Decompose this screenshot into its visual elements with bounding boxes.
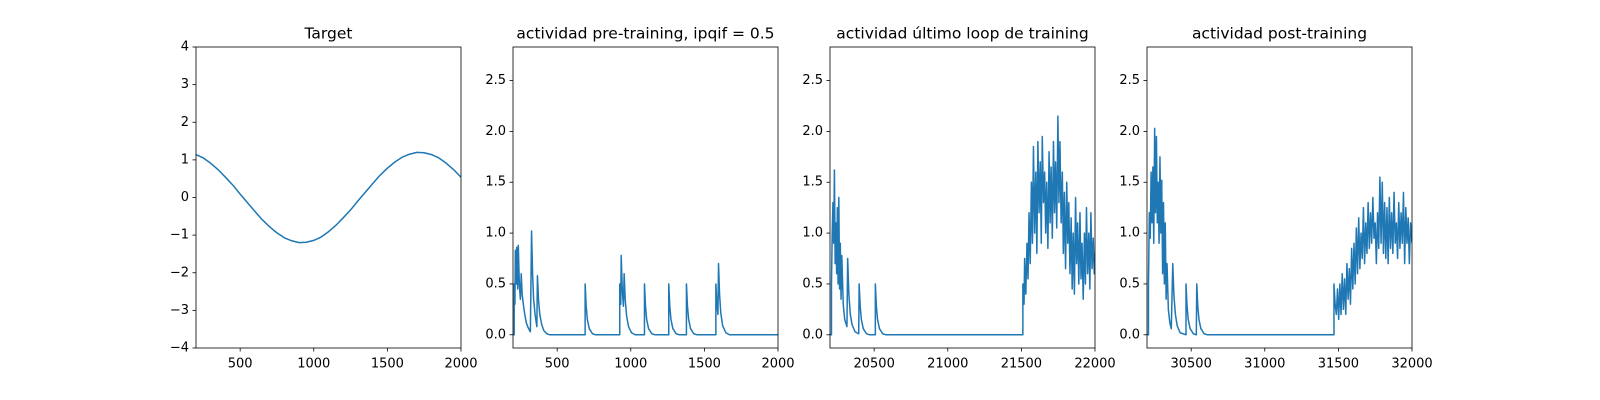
y-tick-label: 0.5: [1119, 276, 1140, 291]
y-tick-label: −3: [170, 303, 189, 318]
x-tick-label: 1500: [371, 357, 404, 372]
axes-frame: [829, 46, 1096, 349]
x-tick-label: 32000: [1391, 357, 1432, 372]
axes-frame: [512, 46, 779, 349]
x-tick-label: 22000: [1074, 357, 1115, 372]
chart-title: actividad pre-training, ipqif = 0.5: [516, 25, 774, 43]
y-tick-label: 2.0: [802, 124, 823, 139]
data-line: [513, 230, 778, 336]
y-tick-label: 1.5: [1119, 175, 1140, 190]
y-tick-label: 2.5: [485, 73, 506, 88]
chart-title: actividad post-training: [1192, 25, 1367, 43]
x-tick-label: 1000: [297, 357, 330, 372]
x-tick-label: 2000: [444, 357, 477, 372]
x-tick-label: 1500: [688, 357, 721, 372]
x-tick-label: 21500: [1001, 357, 1042, 372]
x-tick-label: 21000: [927, 357, 968, 372]
y-tick-label: 1: [181, 152, 189, 167]
y-tick-label: −4: [170, 341, 189, 356]
y-tick-label: 0: [181, 190, 189, 205]
chart-title: Target: [304, 25, 353, 43]
x-tick-label: 20500: [853, 357, 894, 372]
y-tick-label: 2: [181, 115, 189, 130]
x-tick-label: 31000: [1244, 357, 1285, 372]
y-tick-label: 0.0: [485, 327, 506, 342]
chart-title: actividad último loop de training: [836, 25, 1088, 43]
y-tick-label: 2.0: [485, 124, 506, 139]
x-tick-label: 31500: [1318, 357, 1359, 372]
y-tick-label: −1: [170, 228, 189, 243]
axes-frame: [1146, 46, 1413, 349]
y-tick-label: 3: [181, 77, 189, 92]
y-tick-label: 1.5: [485, 175, 506, 190]
y-tick-label: 0.0: [802, 327, 823, 342]
data-line: [196, 151, 461, 244]
x-tick-label: 30500: [1170, 357, 1211, 372]
y-tick-label: 2.0: [1119, 124, 1140, 139]
x-tick-label: 2000: [761, 357, 794, 372]
y-tick-label: 2.5: [802, 73, 823, 88]
x-tick-label: 500: [228, 357, 253, 372]
x-tick-label: 1000: [614, 357, 647, 372]
y-tick-label: −2: [170, 265, 189, 280]
y-tick-label: 0.5: [485, 276, 506, 291]
y-tick-label: 4: [181, 40, 189, 55]
axes-frame: [195, 46, 462, 349]
y-tick-label: 2.5: [1119, 73, 1140, 88]
y-tick-label: 0.5: [802, 276, 823, 291]
x-tick-label: 500: [545, 357, 570, 372]
data-line: [1147, 127, 1412, 336]
y-tick-label: 0.0: [1119, 327, 1140, 342]
data-line: [830, 115, 1095, 336]
y-tick-label: 1.0: [802, 226, 823, 241]
y-tick-label: 1.0: [1119, 226, 1140, 241]
y-tick-label: 1.5: [802, 175, 823, 190]
y-tick-label: 1.0: [485, 226, 506, 241]
